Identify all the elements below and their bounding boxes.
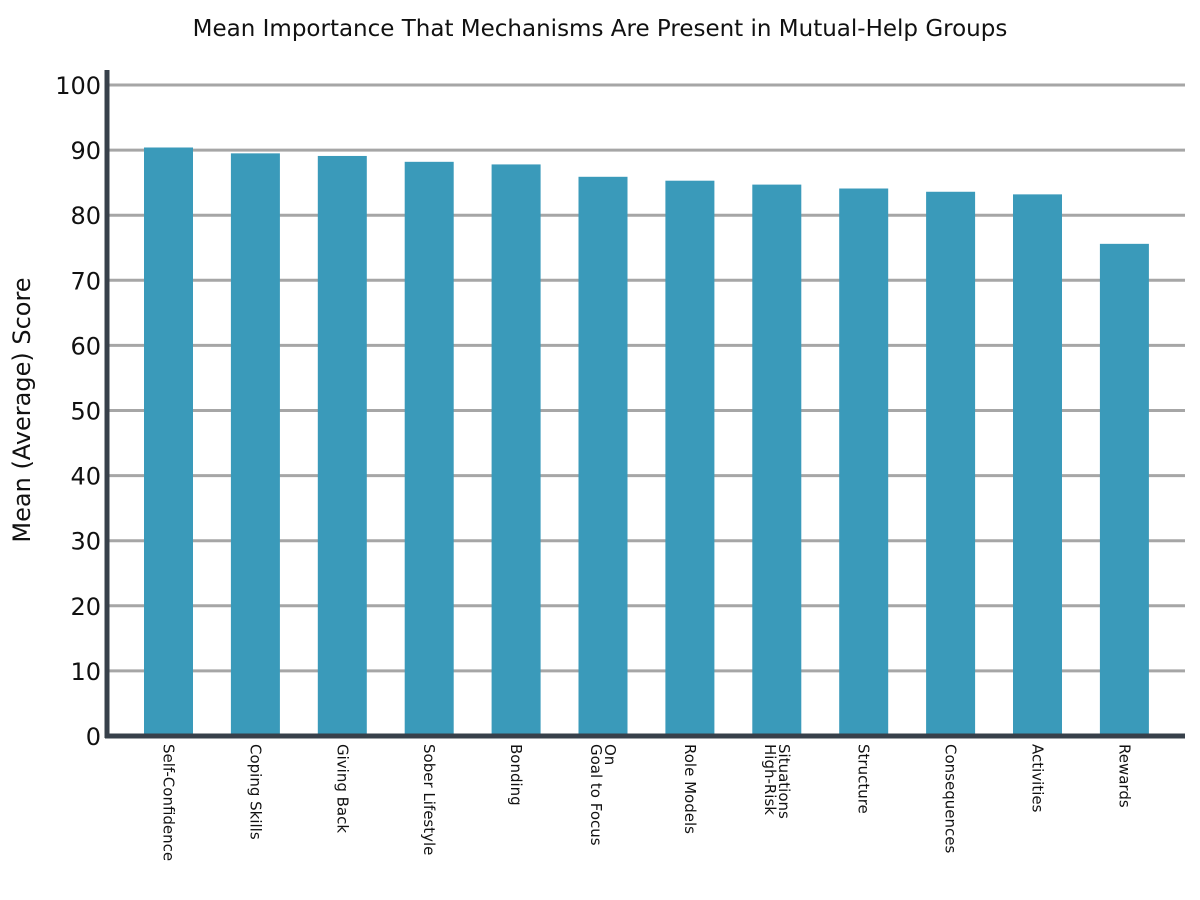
x-tick-label-line: Activities: [1029, 744, 1047, 813]
y-tick-label: 0: [86, 723, 101, 751]
x-tick-label: Role Models: [681, 744, 699, 834]
x-tick-label-line: High-Risk: [761, 744, 779, 815]
y-tick-label: 60: [70, 332, 101, 360]
x-tick-label-line: Sober Lifestyle: [420, 744, 438, 855]
bar: [1013, 194, 1062, 737]
x-tick-label-line: On: [601, 744, 619, 765]
x-tick-label: Structure: [855, 744, 873, 814]
y-tick-label: 40: [70, 463, 101, 491]
bar: [144, 147, 193, 737]
x-tick-label: Coping Skills: [246, 744, 264, 840]
x-tick-label-line: Consequences: [942, 744, 960, 853]
grid-lines: [107, 83, 1185, 673]
bar: [665, 180, 715, 736]
y-tick-label: 50: [70, 398, 101, 426]
y-tick-label: 80: [70, 202, 101, 230]
x-tick-label: Sober Lifestyle: [420, 744, 438, 855]
axes: [104, 70, 1185, 739]
y-tick-label: 70: [70, 267, 101, 295]
y-tick-label: 20: [70, 593, 101, 621]
bar: [926, 191, 976, 736]
y-axis-label: Mean (Average) Score: [8, 277, 36, 542]
x-tick-label: Consequences: [942, 744, 960, 853]
x-tick-label-line: Self-Confidence: [160, 744, 178, 861]
bar: [1099, 243, 1149, 736]
chart-title: Mean Importance That Mechanisms Are Pres…: [193, 16, 1008, 42]
bars: [144, 147, 1149, 737]
bar: [578, 176, 628, 736]
x-tick-label-line: Giving Back: [333, 744, 351, 833]
bar: [404, 161, 454, 736]
x-tick-label-line: Structure: [855, 744, 873, 814]
y-tick-label: 30: [70, 528, 101, 556]
x-tick-label: Giving Back: [333, 744, 351, 833]
x-tick-label-line: Goal to Focus: [587, 744, 605, 846]
bar: [230, 153, 280, 737]
x-tick-label-line: Bonding: [507, 744, 525, 806]
x-tick-label-line: Coping Skills: [246, 744, 264, 840]
x-axis-ticks: Self-Confidence Coping Skills Giving Back S…: [160, 744, 1134, 861]
bar: [752, 184, 802, 736]
x-tick-label-line: Role Models: [681, 744, 699, 834]
y-tick-label: 10: [70, 658, 101, 686]
bar: [317, 155, 367, 737]
y-tick-label: 100: [55, 72, 101, 100]
bar: [839, 188, 889, 736]
y-tick-label: 90: [70, 137, 101, 165]
bar: [491, 164, 541, 736]
y-axis-ticks: 0 10 20 30 40 50 60 70 80 90 100: [55, 72, 101, 751]
x-tick-label: Activities: [1029, 744, 1047, 813]
x-tick-label: Self-Confidence: [160, 744, 178, 861]
x-tick-label: Rewards: [1115, 744, 1133, 808]
x-tick-label-line: Situations: [775, 744, 793, 819]
x-tick-label: Bonding: [507, 744, 525, 806]
x-tick-label-line: Rewards: [1115, 744, 1133, 808]
